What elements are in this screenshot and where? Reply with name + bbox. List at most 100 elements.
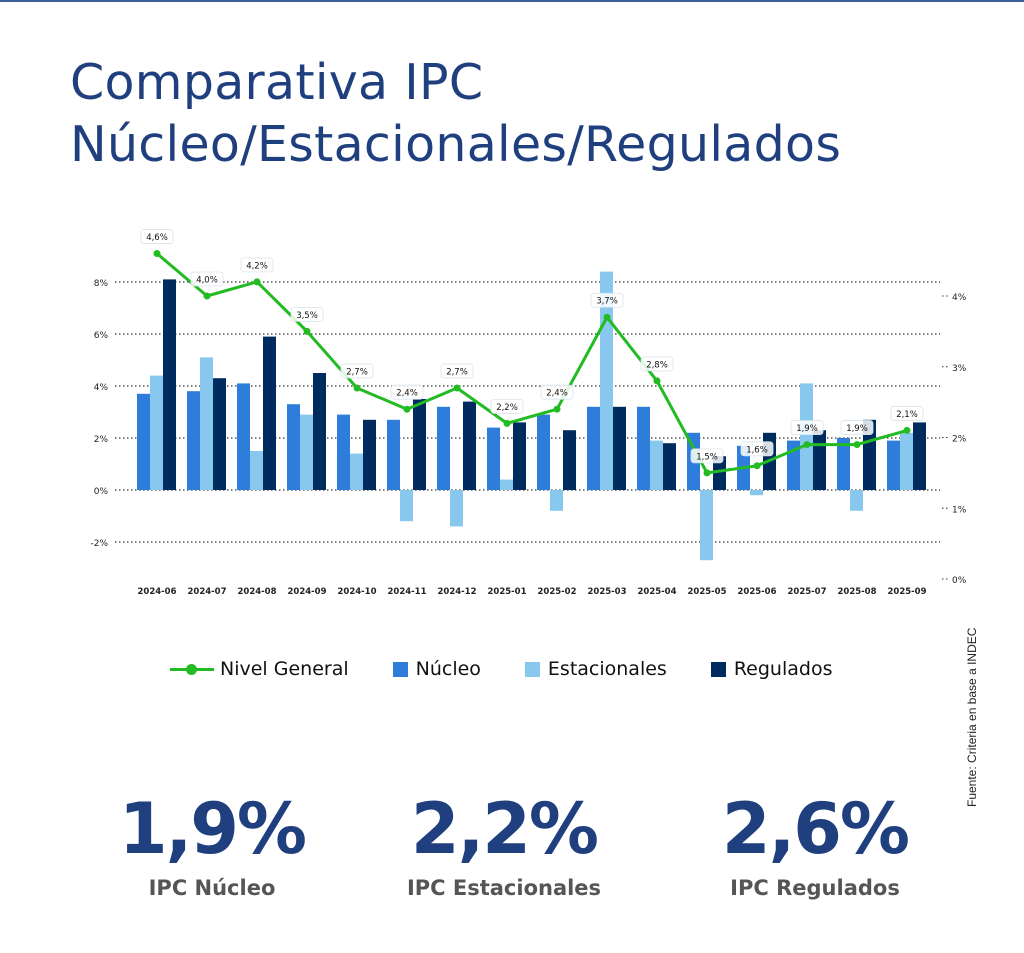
kpi-nucleo: 1,9% IPC Núcleo (62, 786, 362, 900)
x-tick-label: 2025-06 (737, 587, 776, 597)
bar-nucleo (437, 406, 450, 490)
ipc-chart: -2% 0% 2% 4% 6% 8% 0% 1% 2% 3% 4% 2024-06 2024-07 202… (90, 229, 967, 597)
bar-regulados (563, 430, 576, 490)
point-nivel-general (353, 384, 361, 392)
kpi-label: IPC Núcleo (148, 876, 276, 900)
swatch-icon (710, 661, 726, 677)
point-nivel-general (803, 441, 811, 449)
bar-regulados (813, 430, 826, 490)
data-label-nivel-general: 2,4% (540, 384, 574, 400)
bar-nucleo (487, 427, 500, 490)
x-tick-label: 2024-07 (187, 587, 226, 597)
data-label-nivel-general: 1,9% (790, 420, 824, 435)
data-label-nivel-general: 1,5% (690, 448, 724, 464)
data-label-text: 2,2% (496, 403, 518, 413)
bar-estacionales (450, 490, 463, 527)
bar-estacionales (750, 490, 763, 496)
data-label-box (340, 363, 374, 379)
bar-regulados (713, 456, 726, 490)
data-label-box (190, 271, 224, 287)
data-label-text: 2,4% (546, 389, 568, 399)
point-nivel-general (253, 278, 261, 286)
bar-regulados (263, 336, 276, 490)
data-label-text: 2,7% (446, 367, 468, 377)
bar-nucleo (137, 393, 150, 490)
data-label-text: 3,5% (296, 311, 318, 321)
bar-estacionales (900, 432, 913, 490)
bar-nucleo (537, 414, 550, 490)
bar-estacionales (850, 490, 863, 511)
left-tick-label: 6% (94, 331, 109, 341)
data-label-text: 2,4% (396, 389, 418, 399)
bar-nucleo (387, 419, 400, 490)
kpi-value: 1,9% (118, 788, 307, 870)
point-nivel-general (753, 462, 761, 470)
data-label-box (540, 384, 574, 400)
title-line-1: Comparativa IPC (70, 54, 484, 111)
swatch-icon (392, 661, 408, 677)
data-label-nivel-general: 2,1% (890, 406, 924, 421)
left-tick-label: 8% (94, 279, 109, 289)
data-label-text: 2,8% (646, 360, 668, 370)
bar-estacionales (800, 383, 813, 490)
data-label-text: 1,5% (696, 452, 718, 462)
data-label-text: 2,7% (346, 367, 368, 377)
bar-regulados (163, 279, 176, 490)
data-label-text: 1,9% (846, 424, 868, 434)
legend-label: Nivel General (220, 658, 349, 680)
legend-label: Núcleo (415, 658, 481, 680)
point-nivel-general (403, 405, 411, 413)
kpi-value: 2,2% (410, 788, 599, 870)
point-nivel-general (553, 405, 561, 413)
data-label-box (390, 384, 424, 400)
bar-nucleo (237, 383, 250, 490)
data-label-box (490, 398, 524, 414)
legend-label: Regulados (733, 658, 833, 680)
bar-regulados (513, 422, 526, 490)
data-label-nivel-general: 3,5% (290, 306, 324, 322)
bar-regulados (363, 419, 376, 490)
x-tick-label: 2025-05 (687, 587, 726, 597)
bar-estacionales (550, 490, 563, 511)
data-label-nivel-general: 3,7% (590, 292, 624, 308)
bar-estacionales (400, 490, 413, 522)
right-tick-label: 1% (952, 505, 967, 515)
x-tick-label: 2024-11 (387, 587, 426, 597)
data-label-nivel-general: 2,4% (390, 384, 424, 400)
point-nivel-general (453, 384, 461, 392)
data-label-text: 4,6% (146, 233, 168, 243)
data-label-text: 1,6% (746, 445, 768, 455)
data-label-box (840, 420, 874, 435)
x-tick-label: 2024-12 (437, 587, 476, 597)
point-nivel-general (853, 441, 861, 449)
x-tick-label: 2024-06 (137, 587, 176, 597)
swatch-icon (524, 661, 540, 677)
x-tick-label: 2024-09 (287, 587, 326, 597)
point-nivel-general (603, 313, 611, 321)
data-label-box (140, 229, 174, 244)
data-label-box (590, 292, 624, 308)
chart-legend: Nivel General Núcleo Estacionales Regula… (170, 658, 876, 680)
data-label-box (790, 420, 824, 435)
line-marker-icon (170, 662, 214, 676)
data-label-text: 2,1% (896, 410, 918, 420)
bar-nucleo (587, 406, 600, 490)
x-tick-label: 2025-02 (537, 587, 576, 597)
legend-label: Estacionales (547, 658, 667, 680)
bar-regulados (313, 373, 326, 490)
x-tick-label: 2025-01 (487, 587, 526, 597)
bar-estacionales (150, 375, 163, 490)
x-tick-label: 2024-08 (237, 587, 276, 597)
data-label-box (740, 441, 774, 457)
legend-nucleo: Núcleo (392, 658, 481, 680)
data-label-text: 4,0% (196, 276, 218, 286)
right-tick-label: 0% (952, 576, 967, 586)
bar-regulados (663, 443, 676, 490)
bar-nucleo (287, 404, 300, 490)
bar-nucleo (637, 406, 650, 490)
bar-estacionales (700, 490, 713, 561)
page-title: Comparativa IPC Núcleo/Estacionales/Regu… (70, 52, 841, 176)
left-tick-label: 0% (94, 487, 109, 497)
point-nivel-general (203, 292, 211, 300)
x-tick-label: 2025-09 (887, 587, 926, 597)
